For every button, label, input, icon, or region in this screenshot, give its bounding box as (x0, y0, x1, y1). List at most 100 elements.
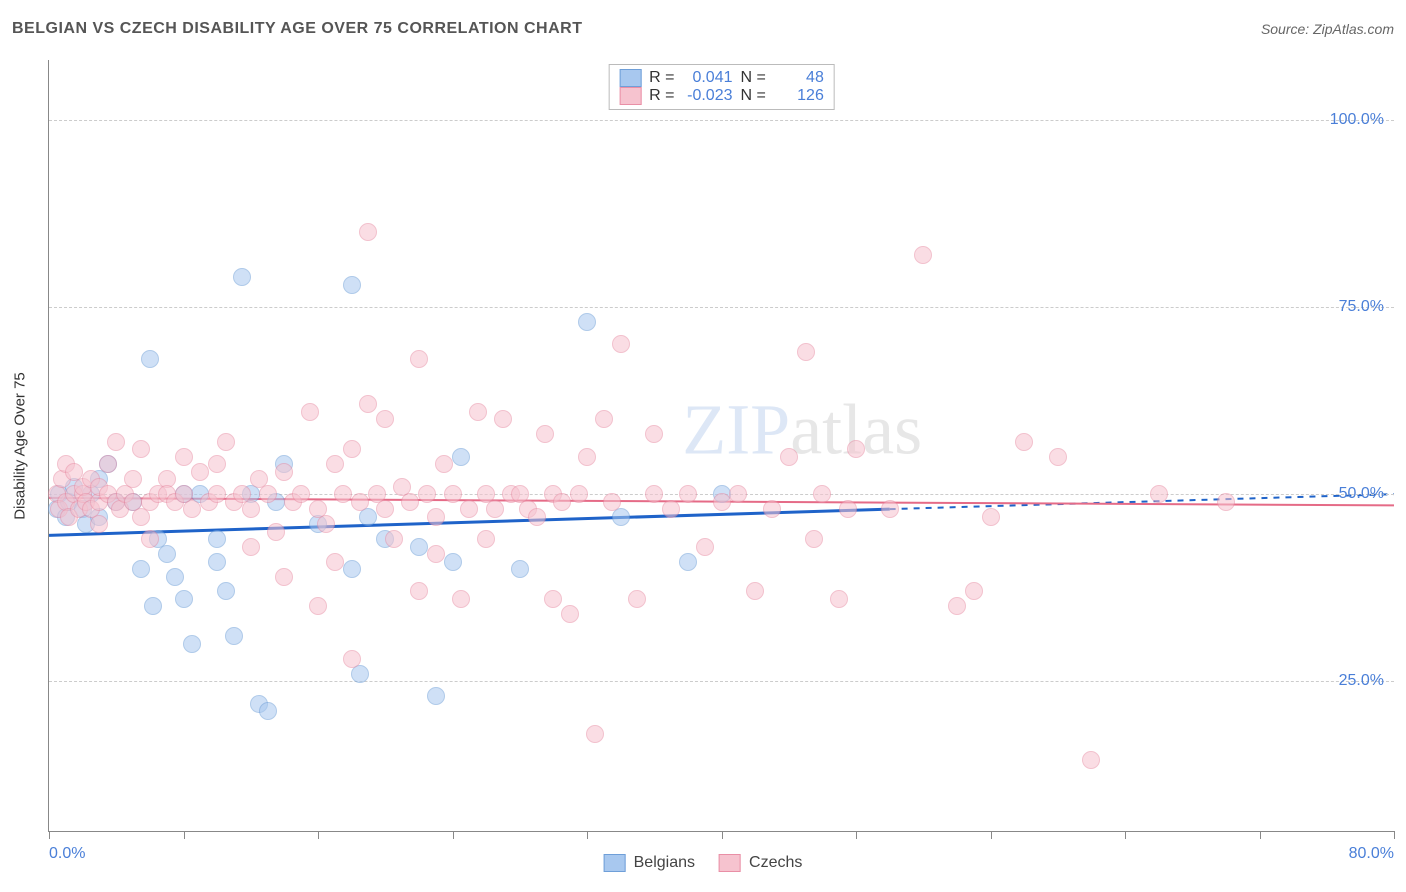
scatter-point (275, 463, 293, 481)
scatter-point (208, 553, 226, 571)
scatter-point (132, 440, 150, 458)
scatter-point (242, 500, 260, 518)
scatter-point (427, 687, 445, 705)
xtick (453, 831, 454, 839)
scatter-point (410, 538, 428, 556)
scatter-point (359, 223, 377, 241)
scatter-point (797, 343, 815, 361)
series-swatch (719, 854, 741, 872)
gridline (49, 307, 1394, 308)
scatter-point (301, 403, 319, 421)
scatter-point (1150, 485, 1168, 503)
scatter-point (401, 493, 419, 511)
xtick (1260, 831, 1261, 839)
series-swatch (604, 854, 626, 872)
scatter-point (511, 560, 529, 578)
scatter-point (233, 268, 251, 286)
stats-row: R =0.041N =48 (619, 69, 824, 87)
series-swatch (619, 69, 641, 87)
ytick-label: 50.0% (1339, 485, 1384, 503)
scatter-point (1217, 493, 1235, 511)
scatter-point (553, 493, 571, 511)
n-value: 126 (774, 87, 824, 105)
scatter-point (830, 590, 848, 608)
trend-lines (49, 60, 1394, 831)
n-label: N = (741, 69, 766, 87)
scatter-point (351, 493, 369, 511)
scatter-point (359, 395, 377, 413)
scatter-point (107, 433, 125, 451)
scatter-point (376, 410, 394, 428)
scatter-point (486, 500, 504, 518)
xtick (856, 831, 857, 839)
scatter-point (570, 485, 588, 503)
scatter-point (410, 582, 428, 600)
scatter-point (628, 590, 646, 608)
scatter-point (452, 590, 470, 608)
scatter-point (267, 523, 285, 541)
scatter-point (729, 485, 747, 503)
scatter-point (292, 485, 310, 503)
scatter-point (217, 433, 235, 451)
chart-plot-area: ZIPatlas R =0.041N =48R =-0.023N =126 25… (48, 60, 1394, 832)
ytick-label: 25.0% (1339, 672, 1384, 690)
scatter-point (334, 485, 352, 503)
legend-item: Belgians (604, 854, 695, 872)
correlation-stats-box: R =0.041N =48R =-0.023N =126 (608, 64, 835, 110)
scatter-point (444, 553, 462, 571)
stats-row: R =-0.023N =126 (619, 87, 824, 105)
scatter-point (208, 455, 226, 473)
scatter-point (847, 440, 865, 458)
legend-label: Czechs (749, 854, 802, 872)
scatter-point (544, 590, 562, 608)
scatter-point (175, 590, 193, 608)
scatter-point (914, 246, 932, 264)
watermark-part1: ZIP (682, 390, 790, 470)
legend-label: Belgians (634, 854, 695, 872)
xtick (722, 831, 723, 839)
scatter-point (343, 560, 361, 578)
scatter-point (124, 470, 142, 488)
scatter-point (662, 500, 680, 518)
legend-item: Czechs (719, 854, 802, 872)
scatter-point (410, 350, 428, 368)
scatter-point (326, 553, 344, 571)
xtick (1125, 831, 1126, 839)
scatter-point (965, 582, 983, 600)
scatter-point (309, 597, 327, 615)
xtick (49, 831, 50, 839)
scatter-point (813, 485, 831, 503)
xtick (587, 831, 588, 839)
scatter-point (881, 500, 899, 518)
scatter-point (679, 485, 697, 503)
scatter-point (376, 500, 394, 518)
scatter-point (208, 485, 226, 503)
scatter-point (158, 545, 176, 563)
xtick (991, 831, 992, 839)
scatter-point (418, 485, 436, 503)
r-label: R = (649, 69, 674, 87)
scatter-point (536, 425, 554, 443)
scatter-point (679, 553, 697, 571)
scatter-point (191, 463, 209, 481)
scatter-point (477, 530, 495, 548)
scatter-point (645, 485, 663, 503)
series-legend: Belgians Czechs (604, 854, 803, 872)
scatter-point (780, 448, 798, 466)
scatter-point (460, 500, 478, 518)
scatter-point (586, 725, 604, 743)
scatter-point (696, 538, 714, 556)
xtick (318, 831, 319, 839)
scatter-point (528, 508, 546, 526)
scatter-point (452, 448, 470, 466)
xtick-label: 80.0% (1349, 845, 1394, 863)
scatter-point (612, 335, 630, 353)
scatter-point (183, 635, 201, 653)
n-label: N = (741, 87, 766, 105)
ytick-label: 75.0% (1339, 298, 1384, 316)
scatter-point (175, 448, 193, 466)
scatter-point (603, 493, 621, 511)
scatter-point (275, 568, 293, 586)
r-value: 0.041 (683, 69, 733, 87)
scatter-point (326, 455, 344, 473)
